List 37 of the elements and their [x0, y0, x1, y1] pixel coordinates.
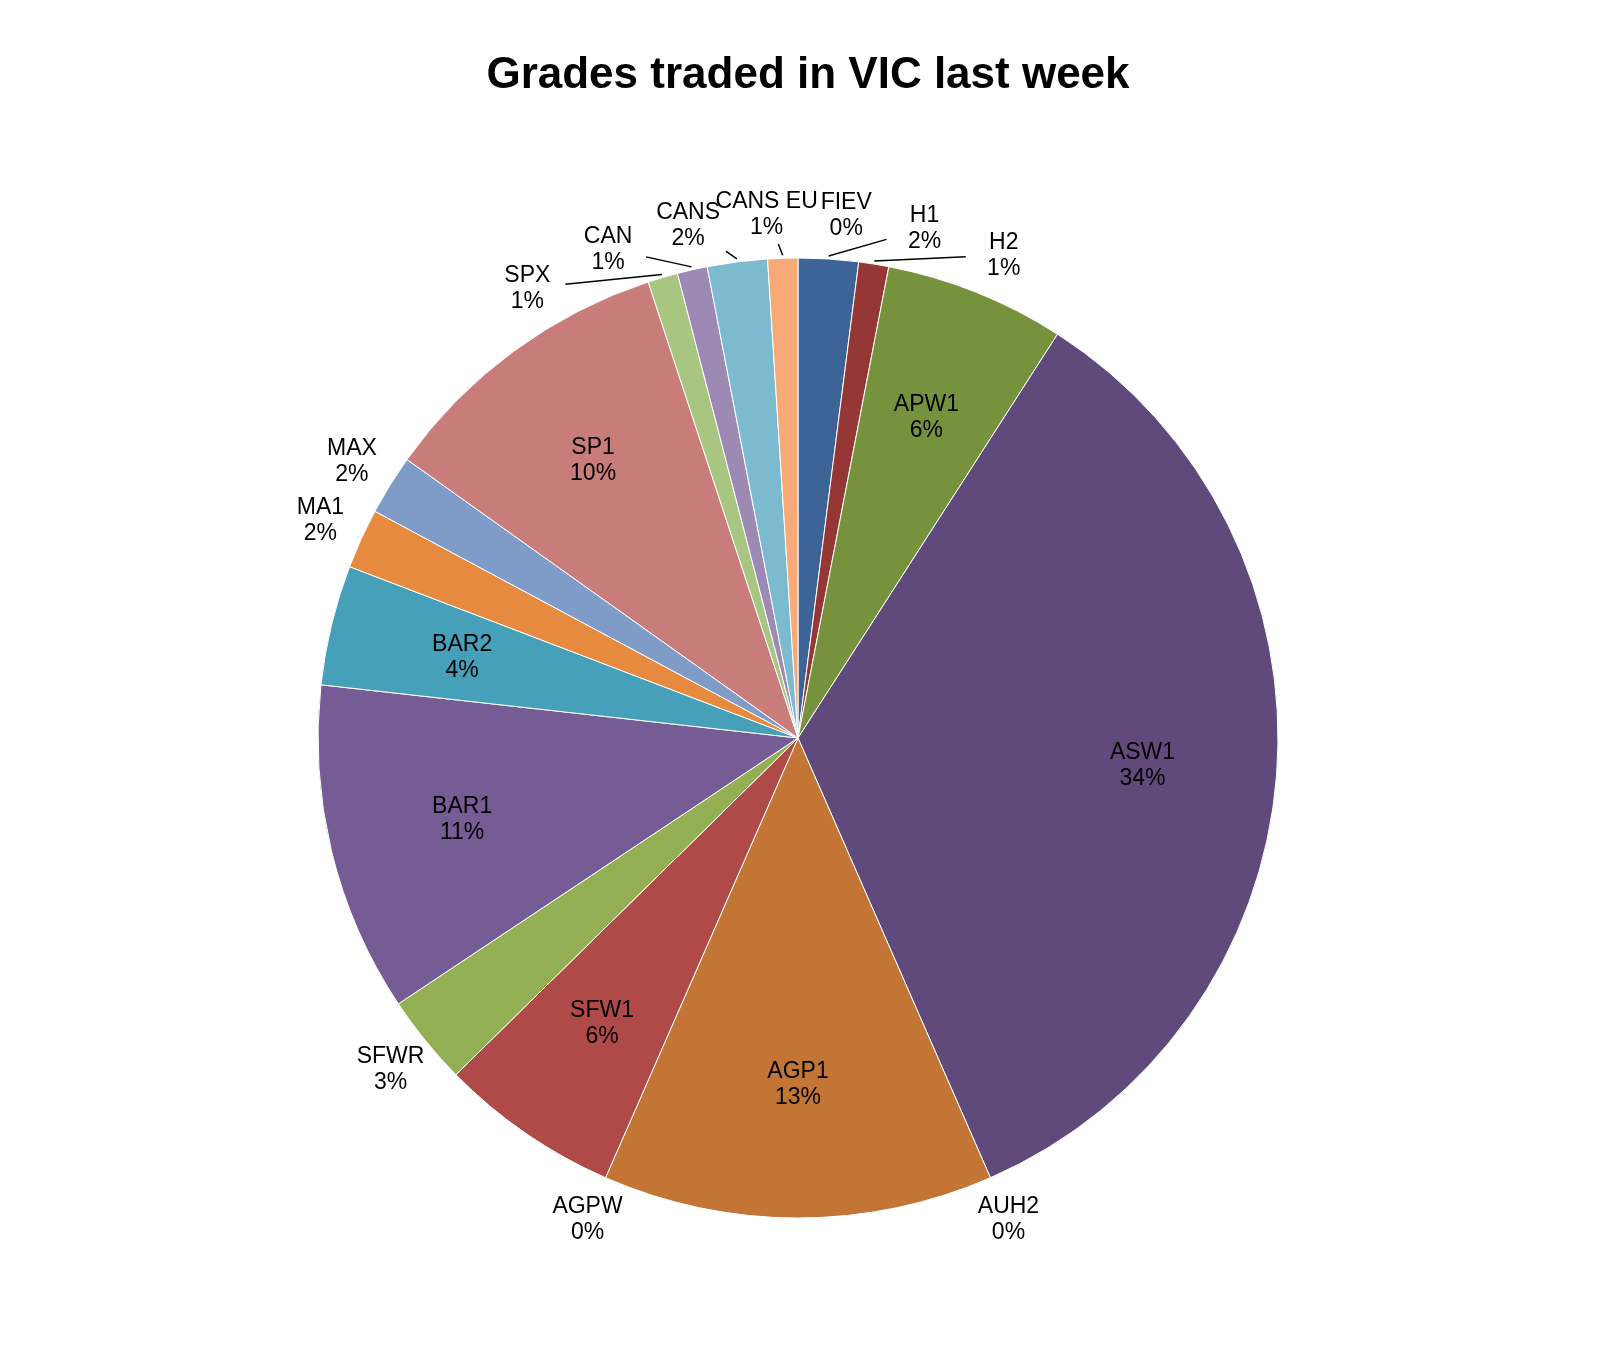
category-label: FIEV [820, 188, 872, 215]
data-label: 1% [750, 212, 784, 239]
data-label: 4% [445, 655, 479, 682]
data-label: 3% [373, 1068, 408, 1095]
slice-label: SFWR [356, 1042, 425, 1069]
data-label: 2% [671, 223, 705, 250]
slice-label: BAR1 [432, 792, 493, 819]
slice-label: AGP1 [767, 1056, 829, 1083]
text: 0% [991, 1217, 1026, 1244]
data-label: 2% [907, 227, 942, 254]
slice-label: MA1 [296, 492, 345, 519]
text: 0% [829, 214, 863, 241]
category-label: AUH2 [977, 1191, 1040, 1218]
slice-label: BAR2 [432, 629, 493, 656]
data-label: 10% [570, 458, 617, 485]
data-label: 6% [585, 1021, 619, 1048]
data-label: 11% [439, 818, 485, 845]
slice-label: ASW1 [1109, 738, 1176, 765]
slice-label: APW1 [893, 390, 960, 417]
chart-title: Grades traded in VIC last week [486, 48, 1131, 97]
slice-label: H2 [989, 227, 1019, 254]
slice-label: MAX [326, 434, 377, 461]
category-label: AGPW [552, 1191, 623, 1218]
slice-label: SFW1 [570, 995, 634, 1022]
data-label: 1% [987, 253, 1021, 280]
data-label: 34% [1119, 764, 1166, 791]
slice-label: H1 [909, 201, 940, 228]
data-label: 2% [303, 518, 338, 545]
data-label: 2% [335, 460, 369, 487]
slice-label: SP1 [571, 432, 615, 459]
data-label: 13% [774, 1082, 822, 1109]
data-label: 1% [510, 287, 544, 314]
text: 0% [570, 1217, 605, 1244]
slice-label: SPX [504, 261, 551, 288]
data-label: 1% [591, 247, 625, 274]
slice-label: CAN [583, 221, 633, 248]
data-label: 6% [909, 416, 944, 443]
